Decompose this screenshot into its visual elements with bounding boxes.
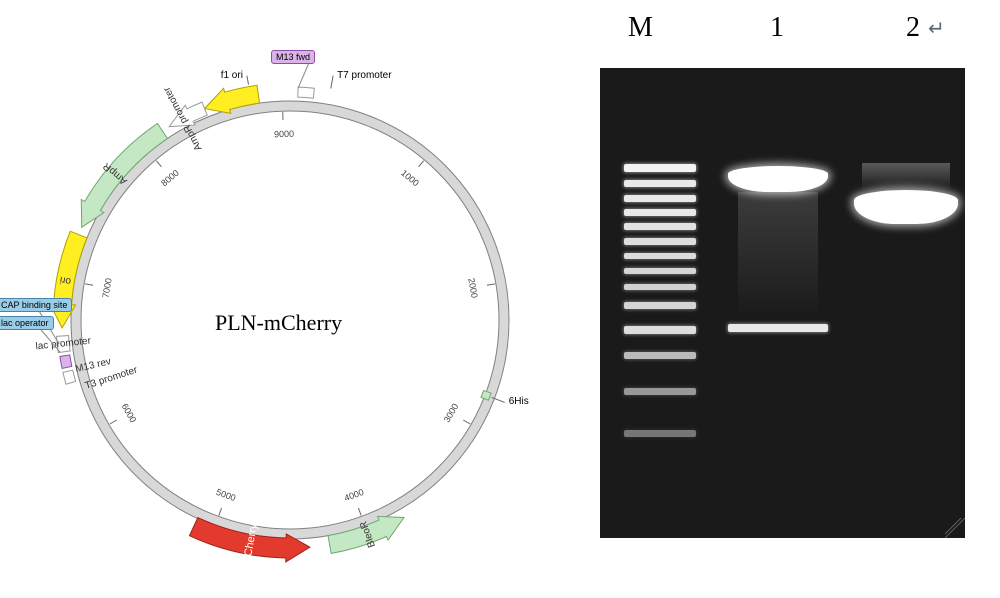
- gel-smear: [738, 192, 818, 318]
- gel-smear: [862, 163, 950, 190]
- gel-band: [624, 326, 696, 334]
- tag-lac-operator: lac operator: [0, 316, 54, 330]
- gel-band: [728, 166, 828, 192]
- gel-band: [624, 253, 696, 259]
- gel-band: [624, 180, 696, 187]
- gel-image: [600, 68, 965, 538]
- gel-band: [728, 324, 828, 332]
- gel-band: [624, 223, 696, 230]
- gel-band: [624, 352, 696, 359]
- resize-corner-icon: [945, 518, 965, 538]
- gel-band: [624, 302, 696, 309]
- gel-band: [624, 268, 696, 274]
- lane-label: M: [628, 12, 653, 44]
- tick-label: 9000: [273, 129, 293, 140]
- feature-label: f1 ori: [221, 70, 243, 81]
- gel-band: [624, 388, 696, 395]
- figure-container: AmpR promoterAmpRorilac promoterM13 revT…: [0, 0, 1000, 598]
- tag-m13-fwd: M13 fwd: [271, 50, 315, 64]
- gel-band: [624, 284, 696, 290]
- tag-cap-binding-site: CAP binding site: [0, 298, 72, 312]
- feature-label: ori: [59, 274, 72, 287]
- lane-label: 2: [906, 12, 920, 44]
- plasmid-svg: AmpR promoterAmpRorilac promoterM13 revT…: [0, 0, 560, 598]
- feature-label: T7 promoter: [337, 70, 391, 81]
- plasmid-map-panel: AmpR promoterAmpRorilac promoterM13 revT…: [0, 0, 560, 598]
- feature-t3-promoter: [63, 370, 76, 384]
- return-char-icon: ↵: [928, 16, 945, 41]
- gel-band: [624, 430, 696, 437]
- plasmid-name: PLN-mCherry: [215, 310, 342, 336]
- feature-t7-promoter: [298, 87, 315, 98]
- feature-label: 6His: [509, 396, 529, 407]
- feature-m13-rev: [60, 355, 72, 369]
- lane-label: 1: [770, 12, 784, 44]
- gel-band: [854, 190, 958, 224]
- gel-band: [624, 195, 696, 202]
- gel-band: [624, 209, 696, 216]
- gel-panel: M 1 2 ↵: [600, 0, 1000, 598]
- gel-band: [624, 238, 696, 245]
- gel-band: [624, 164, 696, 172]
